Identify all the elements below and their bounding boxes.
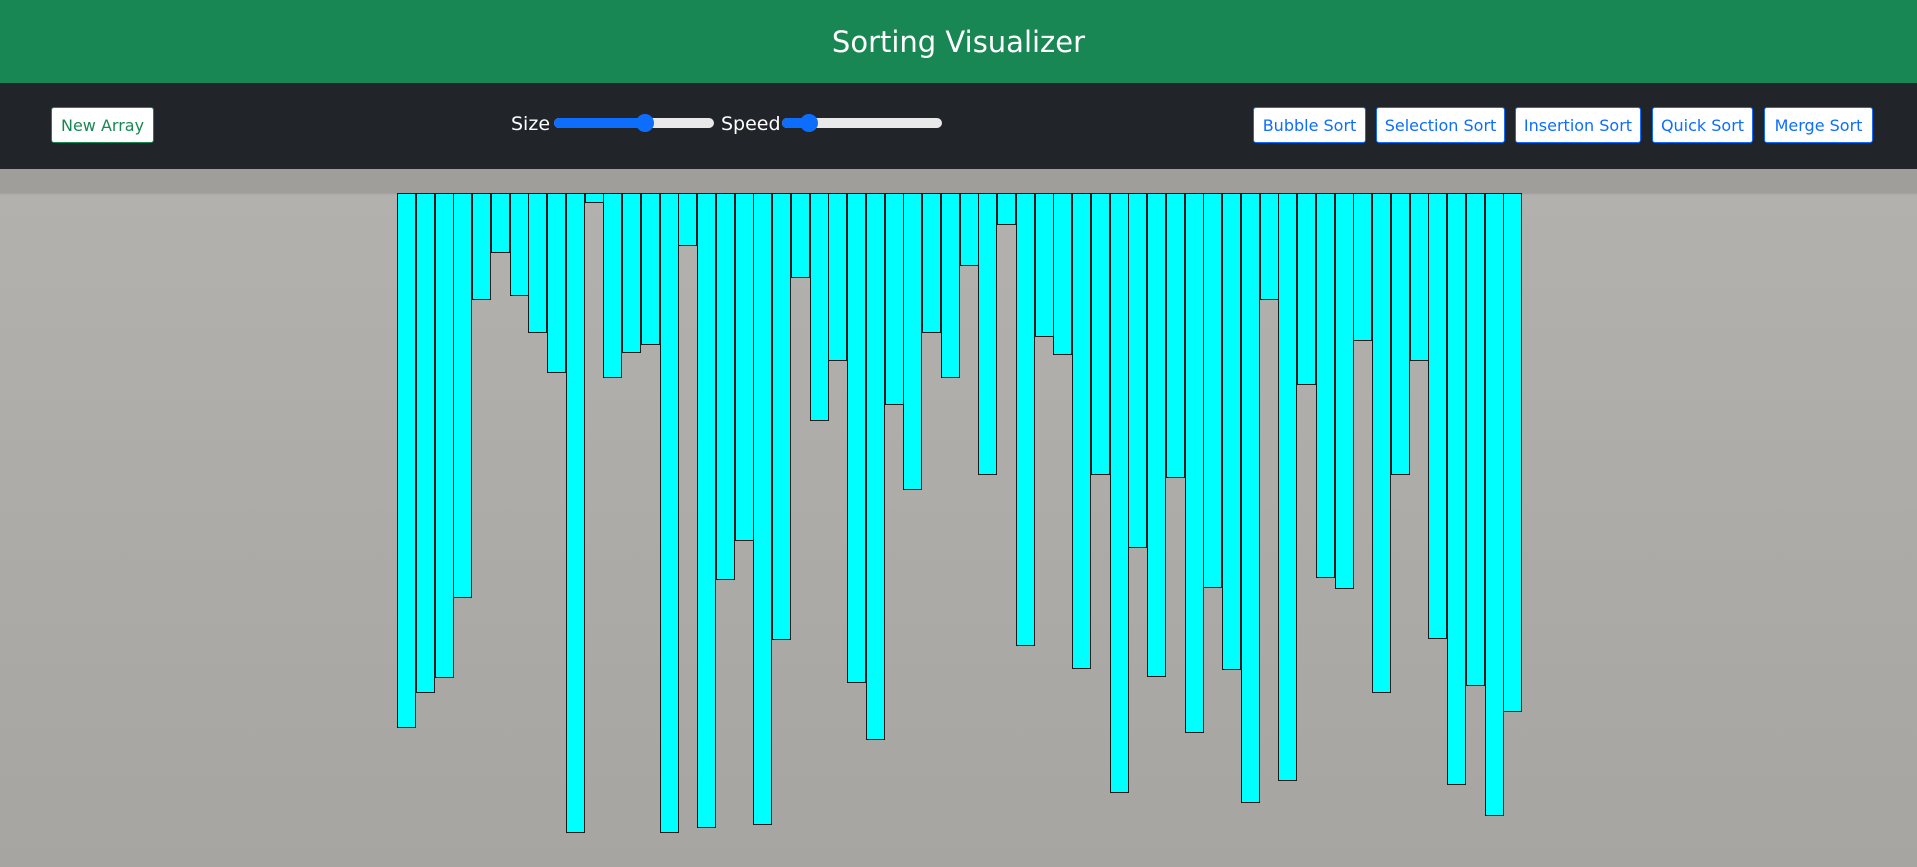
array-bar (434, 193, 454, 678)
array-bar (415, 193, 435, 693)
array-bar (884, 193, 904, 405)
new-array-button[interactable]: New Array (51, 107, 154, 143)
array-bar (453, 193, 473, 598)
array-bar (1297, 193, 1316, 385)
array-bar (1315, 193, 1335, 578)
array-bar (1428, 193, 1448, 639)
array-bar (1015, 193, 1035, 646)
array-bar (715, 193, 735, 580)
array-bar (809, 193, 829, 421)
array-bar (1465, 193, 1485, 686)
array-bar (1447, 193, 1466, 785)
speed-slider[interactable] (782, 114, 942, 132)
array-bar (678, 193, 698, 246)
array-bar (922, 193, 941, 333)
array-bar (528, 193, 548, 333)
bubble-sort-button[interactable]: Bubble Sort (1253, 107, 1366, 143)
page-title: Sorting Visualizer (831, 24, 1086, 59)
insertion-sort-button[interactable]: Insertion Sort (1515, 107, 1641, 143)
array-bar (1165, 193, 1185, 478)
array-bar (547, 193, 566, 373)
speed-label: Speed (721, 113, 781, 135)
speed-slider-fill (782, 118, 810, 128)
array-bar (1203, 193, 1223, 588)
array-bar (753, 193, 773, 825)
size-slider[interactable] (554, 114, 714, 132)
array-bar (565, 193, 585, 833)
array-bar (1259, 193, 1279, 300)
array-bar (790, 193, 810, 278)
array-bar (397, 193, 416, 728)
array-bar (847, 193, 866, 683)
array-bar (734, 193, 754, 541)
array-bar (1128, 193, 1148, 548)
array-bar (1484, 193, 1504, 816)
size-slider-thumb[interactable] (636, 114, 655, 132)
speed-slider-thumb[interactable] (800, 114, 819, 132)
array-bar (828, 193, 848, 361)
array-bar (940, 193, 960, 378)
array-bar (1034, 193, 1054, 337)
array-bar (959, 193, 979, 266)
array-bar (865, 193, 885, 740)
size-slider-fill (554, 118, 646, 128)
size-label: Size (511, 113, 551, 135)
array-bar (622, 193, 641, 353)
array-bars (397, 193, 1523, 833)
array-bar (1278, 193, 1298, 781)
array-bar (1353, 193, 1373, 341)
array-bar (1372, 193, 1391, 693)
array-bar (1334, 193, 1354, 589)
array-bar (1109, 193, 1129, 793)
array-bar (472, 193, 491, 300)
array-bar (1072, 193, 1091, 669)
array-bar (697, 193, 716, 828)
quick-sort-button[interactable]: Quick Sort (1652, 107, 1753, 143)
array-bar (1184, 193, 1204, 733)
array-bar (584, 193, 604, 203)
array-bar (997, 193, 1016, 225)
array-bar (1090, 193, 1110, 475)
array-bar (1147, 193, 1166, 677)
merge-sort-button[interactable]: Merge Sort (1764, 107, 1873, 143)
array-bar (772, 193, 791, 640)
array-bar (659, 193, 679, 833)
array-bar (1222, 193, 1241, 670)
array-bar (1053, 193, 1073, 355)
array-bar (978, 193, 998, 475)
array-bar (1390, 193, 1410, 475)
array-bar (903, 193, 923, 490)
array-bar (1409, 193, 1429, 361)
array-bar (603, 193, 623, 378)
app-header: Sorting Visualizer (0, 0, 1917, 83)
array-bar (490, 193, 510, 253)
array-bar (1503, 193, 1523, 712)
array-bar (1240, 193, 1260, 803)
array-bar (640, 193, 660, 345)
array-bar (509, 193, 529, 296)
toolbar: New Array Size Speed Bubble Sort Selecti… (0, 83, 1917, 169)
selection-sort-button[interactable]: Selection Sort (1376, 107, 1505, 143)
